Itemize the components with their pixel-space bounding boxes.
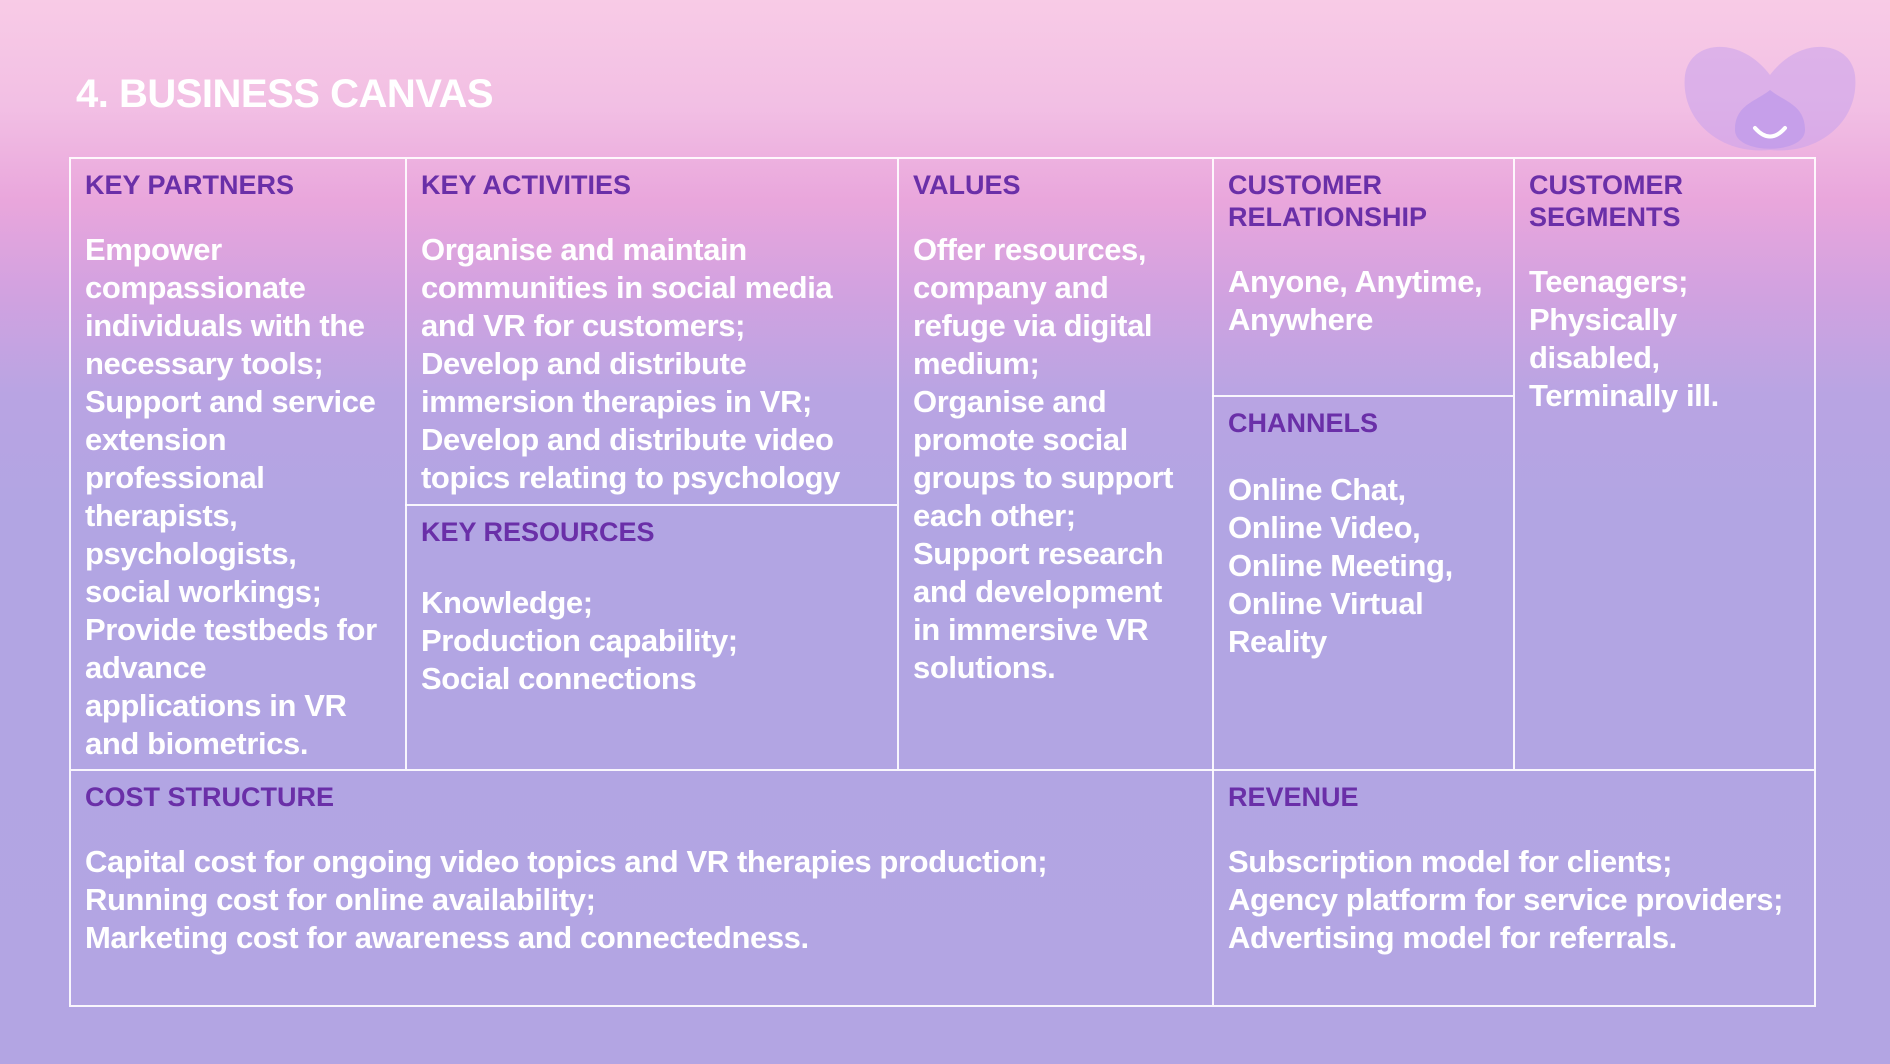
key-activities-section: KEY ACTIVITIES Organise and maintain com… bbox=[407, 159, 897, 504]
grid-divider bbox=[1212, 159, 1214, 1005]
values-section: VALUES Offer resources, company and refu… bbox=[899, 159, 1212, 769]
grid-divider bbox=[1212, 395, 1513, 397]
key-partners-heading: KEY PARTNERS bbox=[85, 170, 295, 200]
grid-divider bbox=[897, 159, 899, 769]
heading-line: CUSTOMER bbox=[1228, 170, 1383, 200]
customer-relationship-text: Anyone, Anytime, Anywhere bbox=[1228, 263, 1499, 339]
cost-structure-section: COST STRUCTURE Capital cost for ongoing … bbox=[71, 771, 1212, 1005]
business-canvas-grid: KEY PARTNERS Empower compassionate indiv… bbox=[69, 157, 1816, 1007]
cost-structure-text: Capital cost for ongoing video topics an… bbox=[85, 843, 1198, 957]
text-line: Subscription model for clients; bbox=[1228, 844, 1673, 879]
channels-section: CHANNELS Online Chat, Online Video, Onli… bbox=[1214, 397, 1513, 769]
text-line: Online Meeting, bbox=[1228, 548, 1453, 583]
revenue-section: REVENUE Subscription model for clients; … bbox=[1214, 771, 1814, 1005]
text-line: Develop and distribute bbox=[421, 346, 747, 381]
values-heading: VALUES bbox=[913, 170, 1021, 200]
text-line: groups to support bbox=[913, 460, 1174, 495]
key-resources-text: Knowledge; Production capability; Social… bbox=[421, 584, 883, 698]
revenue-heading: REVENUE bbox=[1228, 782, 1359, 812]
channels-heading: CHANNELS bbox=[1228, 408, 1379, 438]
revenue-text: Subscription model for clients; Agency p… bbox=[1228, 843, 1800, 957]
text-line: Physically bbox=[1529, 302, 1677, 337]
text-line: Knowledge; bbox=[421, 585, 593, 620]
text-line: compassionate bbox=[85, 270, 306, 305]
text-line: topics relating to psychology bbox=[421, 460, 841, 495]
text-line: each other; bbox=[913, 498, 1076, 533]
text-line: Support research bbox=[913, 536, 1164, 571]
text-line: Running cost for online availability; bbox=[85, 882, 596, 917]
text-line: immersion therapies in VR; bbox=[421, 384, 812, 419]
text-line: in immersive VR bbox=[913, 612, 1149, 647]
key-activities-heading: KEY ACTIVITIES bbox=[421, 170, 632, 200]
text-line: promote social bbox=[913, 422, 1128, 457]
grid-divider bbox=[405, 504, 897, 506]
text-line: company and bbox=[913, 270, 1109, 305]
customer-segments-section: CUSTOMER SEGMENTS Teenagers; Physically … bbox=[1515, 159, 1814, 769]
text-line: refuge via digital bbox=[913, 308, 1153, 343]
channels-text: Online Chat, Online Video, Online Meetin… bbox=[1228, 471, 1499, 661]
text-line: and VR for customers; bbox=[421, 308, 746, 343]
text-line: Terminally ill. bbox=[1529, 378, 1719, 413]
text-line: extension bbox=[85, 422, 227, 457]
text-line: communities in social media bbox=[421, 270, 833, 305]
grid-divider bbox=[1513, 159, 1515, 769]
text-line: Marketing cost for awareness and connect… bbox=[85, 920, 809, 955]
customer-segments-heading: CUSTOMER SEGMENTS bbox=[1529, 169, 1800, 233]
text-line: professional bbox=[85, 460, 265, 495]
grid-divider bbox=[71, 769, 1814, 771]
text-line: Empower bbox=[85, 232, 222, 267]
key-activities-text: Organise and maintain communities in soc… bbox=[421, 231, 883, 497]
text-line: Anyone, Anytime, bbox=[1228, 264, 1483, 299]
text-line: medium; bbox=[913, 346, 1040, 381]
text-line: Online Chat, bbox=[1228, 472, 1406, 507]
key-resources-heading: KEY RESOURCES bbox=[421, 517, 655, 547]
cost-structure-heading: COST STRUCTURE bbox=[85, 782, 334, 812]
text-line: Online Virtual bbox=[1228, 586, 1424, 621]
text-line: social workings; bbox=[85, 574, 322, 609]
text-line: advance bbox=[85, 650, 207, 685]
customer-relationship-heading: CUSTOMER RELATIONSHIP bbox=[1228, 169, 1499, 233]
grid-divider bbox=[405, 159, 407, 769]
text-line: therapists, bbox=[85, 498, 238, 533]
text-line: Anywhere bbox=[1228, 302, 1373, 337]
slide-title: 4. BUSINESS CANVAS bbox=[76, 72, 494, 116]
text-line: Social connections bbox=[421, 661, 697, 696]
key-partners-text: Empower compassionate individuals with t… bbox=[85, 231, 391, 763]
key-partners-section: KEY PARTNERS Empower compassionate indiv… bbox=[71, 159, 405, 769]
text-line: psychologists, bbox=[85, 536, 297, 571]
text-line: Reality bbox=[1228, 624, 1327, 659]
text-line: Organise and bbox=[913, 384, 1107, 419]
customer-segments-text: Teenagers; Physically disabled, Terminal… bbox=[1529, 263, 1800, 415]
text-line: disabled, bbox=[1529, 340, 1660, 375]
text-line: Capital cost for ongoing video topics an… bbox=[85, 844, 1048, 879]
text-line: Offer resources, bbox=[913, 232, 1147, 267]
text-line: Develop and distribute video bbox=[421, 422, 834, 457]
text-line: and biometrics. bbox=[85, 726, 309, 761]
text-line: Online Video, bbox=[1228, 510, 1421, 545]
heading-line: SEGMENTS bbox=[1529, 202, 1681, 232]
text-line: individuals with the bbox=[85, 308, 365, 343]
text-line: Provide testbeds for bbox=[85, 612, 377, 647]
text-line: Support and service bbox=[85, 384, 376, 419]
text-line: necessary tools; bbox=[85, 346, 324, 381]
customer-relationship-section: CUSTOMER RELATIONSHIP Anyone, Anytime, A… bbox=[1214, 159, 1513, 395]
text-line: Agency platform for service providers; bbox=[1228, 882, 1784, 917]
text-line: solutions. bbox=[913, 650, 1056, 685]
text-line: Organise and maintain bbox=[421, 232, 747, 267]
key-resources-section: KEY RESOURCES Knowledge; Production capa… bbox=[407, 506, 897, 769]
heading-line: RELATIONSHIP bbox=[1228, 202, 1428, 232]
text-line: Production capability; bbox=[421, 623, 738, 658]
lotus-smile-icon bbox=[1684, 46, 1856, 151]
text-line: Advertising model for referrals. bbox=[1228, 920, 1677, 955]
text-line: applications in VR bbox=[85, 688, 347, 723]
heading-line: CUSTOMER bbox=[1529, 170, 1684, 200]
values-text: Offer resources, company and refuge via … bbox=[913, 231, 1198, 687]
text-line: and development bbox=[913, 574, 1162, 609]
text-line: Teenagers; bbox=[1529, 264, 1689, 299]
